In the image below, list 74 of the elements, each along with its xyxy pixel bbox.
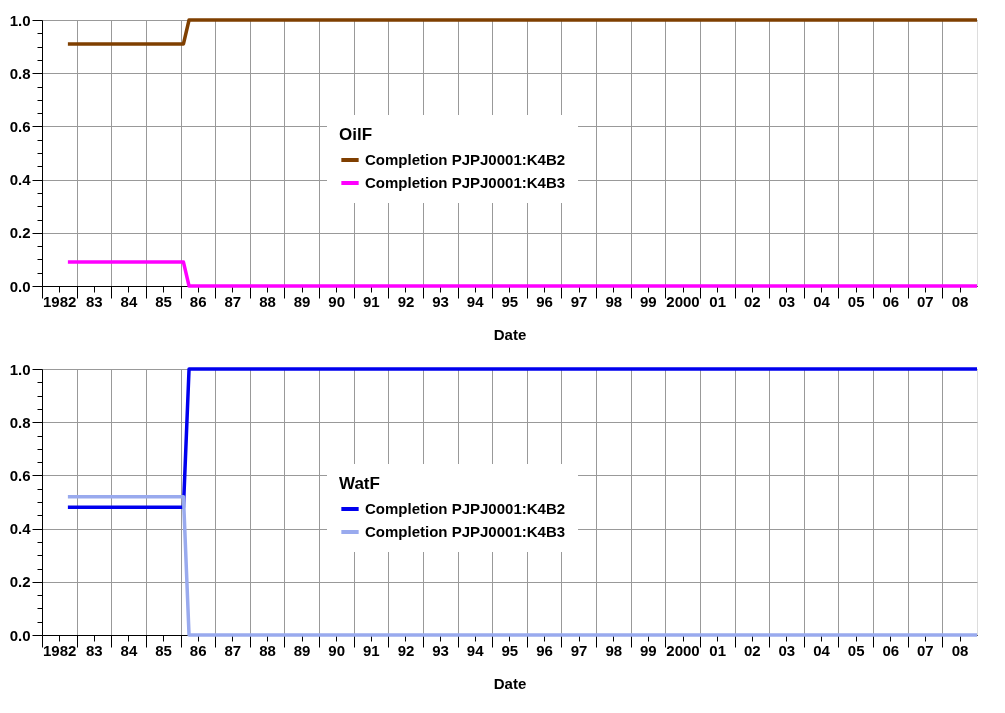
y-tick-label: 0.0 xyxy=(9,277,31,295)
x-tick-label: 08 xyxy=(951,641,969,659)
x-tick-label: 07 xyxy=(917,292,934,310)
x-tick-label: 92 xyxy=(397,641,415,659)
x-tick-label: 98 xyxy=(605,641,623,659)
x-tick-label: 94 xyxy=(466,641,485,659)
x-tick-label: 97 xyxy=(570,641,588,659)
x-tick-label: 08 xyxy=(951,292,969,310)
x-tick-label: 85 xyxy=(155,292,172,310)
x-tick-label: 2000 xyxy=(666,292,700,310)
x-tick-label: 91 xyxy=(362,641,380,659)
y-tick-label: 0.8 xyxy=(9,413,31,431)
x-tick-label: 96 xyxy=(536,292,553,310)
x-tick-label: 83 xyxy=(85,292,103,310)
x-tick-label: 04 xyxy=(813,292,831,310)
x-tick-label: 84 xyxy=(120,641,138,659)
x-tick-label: 1982 xyxy=(42,292,77,310)
x-tick-label: 03 xyxy=(778,292,796,310)
x-tick-label: 02 xyxy=(743,292,761,310)
x-tick-label: 85 xyxy=(155,641,172,659)
x-tick-label: 07 xyxy=(917,641,934,659)
x-tick-label: 90 xyxy=(328,292,346,310)
x-tick-label: 87 xyxy=(224,641,242,659)
x-tick-label: 03 xyxy=(778,641,796,659)
x-tick-label: 97 xyxy=(570,292,588,310)
x-tick-label: 90 xyxy=(328,641,346,659)
y-tick-label: 0.6 xyxy=(9,466,31,484)
x-tick-label: 84 xyxy=(120,292,138,310)
y-tick-label: 0.4 xyxy=(9,520,32,538)
legend-label: Completion PJPJ0001:K4B3 xyxy=(365,523,566,540)
x-tick-label: 05 xyxy=(847,641,865,659)
x-tick-label: 06 xyxy=(882,641,900,659)
legend-title: WatF xyxy=(339,474,380,493)
legend-label: Completion PJPJ0001:K4B2 xyxy=(365,500,566,517)
x-tick-label: 06 xyxy=(882,292,900,310)
x-tick-label: 01 xyxy=(709,292,726,310)
x-tick-label: 93 xyxy=(432,292,449,310)
x-tick-label: 93 xyxy=(432,641,449,659)
y-tick-label: 0.2 xyxy=(9,224,31,242)
x-tick-label: 88 xyxy=(259,292,276,310)
x-tick-label: 1982 xyxy=(42,641,77,659)
y-tick-label: 0.0 xyxy=(9,626,31,644)
x-tick-label: 92 xyxy=(397,292,415,310)
x-tick-label: 04 xyxy=(813,641,831,659)
x-tick-label: 89 xyxy=(293,641,311,659)
x-tick-label: 91 xyxy=(362,292,380,310)
x-tick-label: 86 xyxy=(189,292,207,310)
legend-title: OilF xyxy=(339,125,373,144)
x-tick-label: 87 xyxy=(224,292,242,310)
x-tick-label: 2000 xyxy=(666,641,700,659)
x-tick-label: 99 xyxy=(639,641,657,659)
x-tick-label: 98 xyxy=(605,292,623,310)
y-tick-label: 0.8 xyxy=(9,64,31,82)
y-tick-label: 0.2 xyxy=(9,573,31,591)
y-tick-label: 1.0 xyxy=(9,11,31,29)
x-axis-title: Date xyxy=(493,674,527,692)
x-tick-label: 83 xyxy=(85,641,103,659)
y-tick-label: 0.4 xyxy=(9,171,32,189)
x-tick-label: 96 xyxy=(536,641,553,659)
y-tick-label: 1.0 xyxy=(9,360,31,378)
x-tick-label: 88 xyxy=(259,641,276,659)
x-axis-title: Date xyxy=(493,325,527,343)
x-tick-label: 01 xyxy=(709,641,726,659)
x-tick-label: 99 xyxy=(639,292,657,310)
y-tick-label: 0.6 xyxy=(9,117,31,135)
x-tick-label: 95 xyxy=(501,641,519,659)
x-tick-label: 95 xyxy=(501,292,519,310)
x-tick-label: 94 xyxy=(466,292,485,310)
legend-label: Completion PJPJ0001:K4B2 xyxy=(365,151,566,168)
x-tick-label: 05 xyxy=(847,292,865,310)
x-tick-label: 89 xyxy=(293,292,311,310)
x-tick-label: 02 xyxy=(743,641,761,659)
x-tick-label: 86 xyxy=(189,641,207,659)
legend-label: Completion PJPJ0001:K4B3 xyxy=(365,174,566,191)
